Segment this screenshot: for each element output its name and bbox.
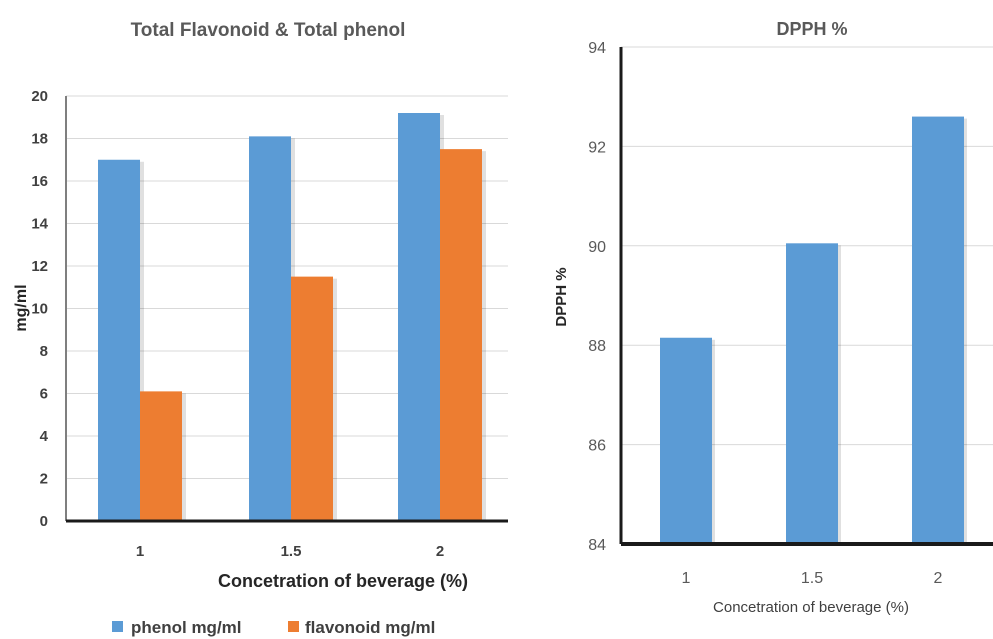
chart1-x-ticks: 1 1.5 2 [136, 543, 444, 560]
legend-label-phenol: phenol mg/ml [131, 618, 242, 637]
y-tick-label: 16 [31, 173, 48, 190]
y-tick-label: 92 [588, 139, 606, 156]
chart2-x-ticks: 1 1.5 2 [682, 570, 943, 587]
chart1-y-ticks: 0 2 4 6 8 10 12 14 16 18 20 [31, 88, 48, 530]
chart2-x-axis-label: Concetration of beverage (%) [713, 599, 909, 616]
chart1-axes [65, 96, 508, 523]
y-tick-label: 90 [588, 239, 606, 256]
chart2-y-ticks: 84 86 88 90 92 94 [588, 40, 606, 554]
chart2-y-axis-label: DPPH % [553, 267, 570, 326]
x-tick-label: 1.5 [801, 570, 823, 587]
chart2-axes [619, 47, 993, 546]
y-tick-label: 4 [40, 428, 49, 445]
chart2-title: DPPH % [776, 19, 847, 39]
y-tick-label: 8 [40, 343, 48, 360]
chart1-x-axis-label: Concetration of beverage (%) [218, 571, 468, 591]
chart2-bars [660, 116, 967, 544]
x-tick-label: 1 [136, 543, 144, 560]
bar-flavonoid [440, 149, 482, 521]
bar-dpph [660, 337, 712, 544]
x-tick-label: 1.5 [281, 543, 302, 560]
legend-label-flavonoid: flavonoid mg/ml [305, 618, 435, 637]
y-tick-label: 14 [31, 216, 48, 233]
chart1-y-axis-label: mg/ml [13, 284, 30, 331]
bar-phenol [398, 113, 440, 521]
y-tick-label: 18 [31, 131, 48, 148]
x-tick-label: 1 [682, 570, 691, 587]
y-tick-label: 10 [31, 301, 48, 318]
y-tick-label: 86 [588, 438, 606, 455]
bar-dpph [912, 116, 964, 544]
flavonoid-phenol-chart: Total Flavonoid & Total phenol 024681012… [13, 20, 508, 637]
legend-swatch-phenol [112, 621, 123, 632]
bar-phenol [249, 136, 291, 521]
bar-flavonoid [291, 276, 333, 521]
y-tick-label: 94 [588, 40, 606, 57]
x-tick-label: 2 [436, 543, 444, 560]
chart1-bars [98, 113, 486, 521]
y-tick-label: 88 [588, 338, 606, 355]
chart1-title: Total Flavonoid & Total phenol [131, 20, 406, 41]
y-tick-label: 6 [40, 386, 48, 403]
y-tick-label: 2 [40, 471, 48, 488]
y-tick-label: 84 [588, 537, 606, 554]
x-tick-label: 2 [934, 570, 943, 587]
bar-phenol [98, 159, 140, 521]
chart1-legend: phenol mg/ml flavonoid mg/ml [112, 618, 435, 637]
y-tick-label: 20 [31, 88, 48, 105]
bar-flavonoid [140, 391, 182, 521]
y-tick-label: 0 [40, 513, 48, 530]
legend-swatch-flavonoid [288, 621, 299, 632]
bar-dpph [786, 243, 838, 544]
y-tick-label: 12 [31, 258, 48, 275]
